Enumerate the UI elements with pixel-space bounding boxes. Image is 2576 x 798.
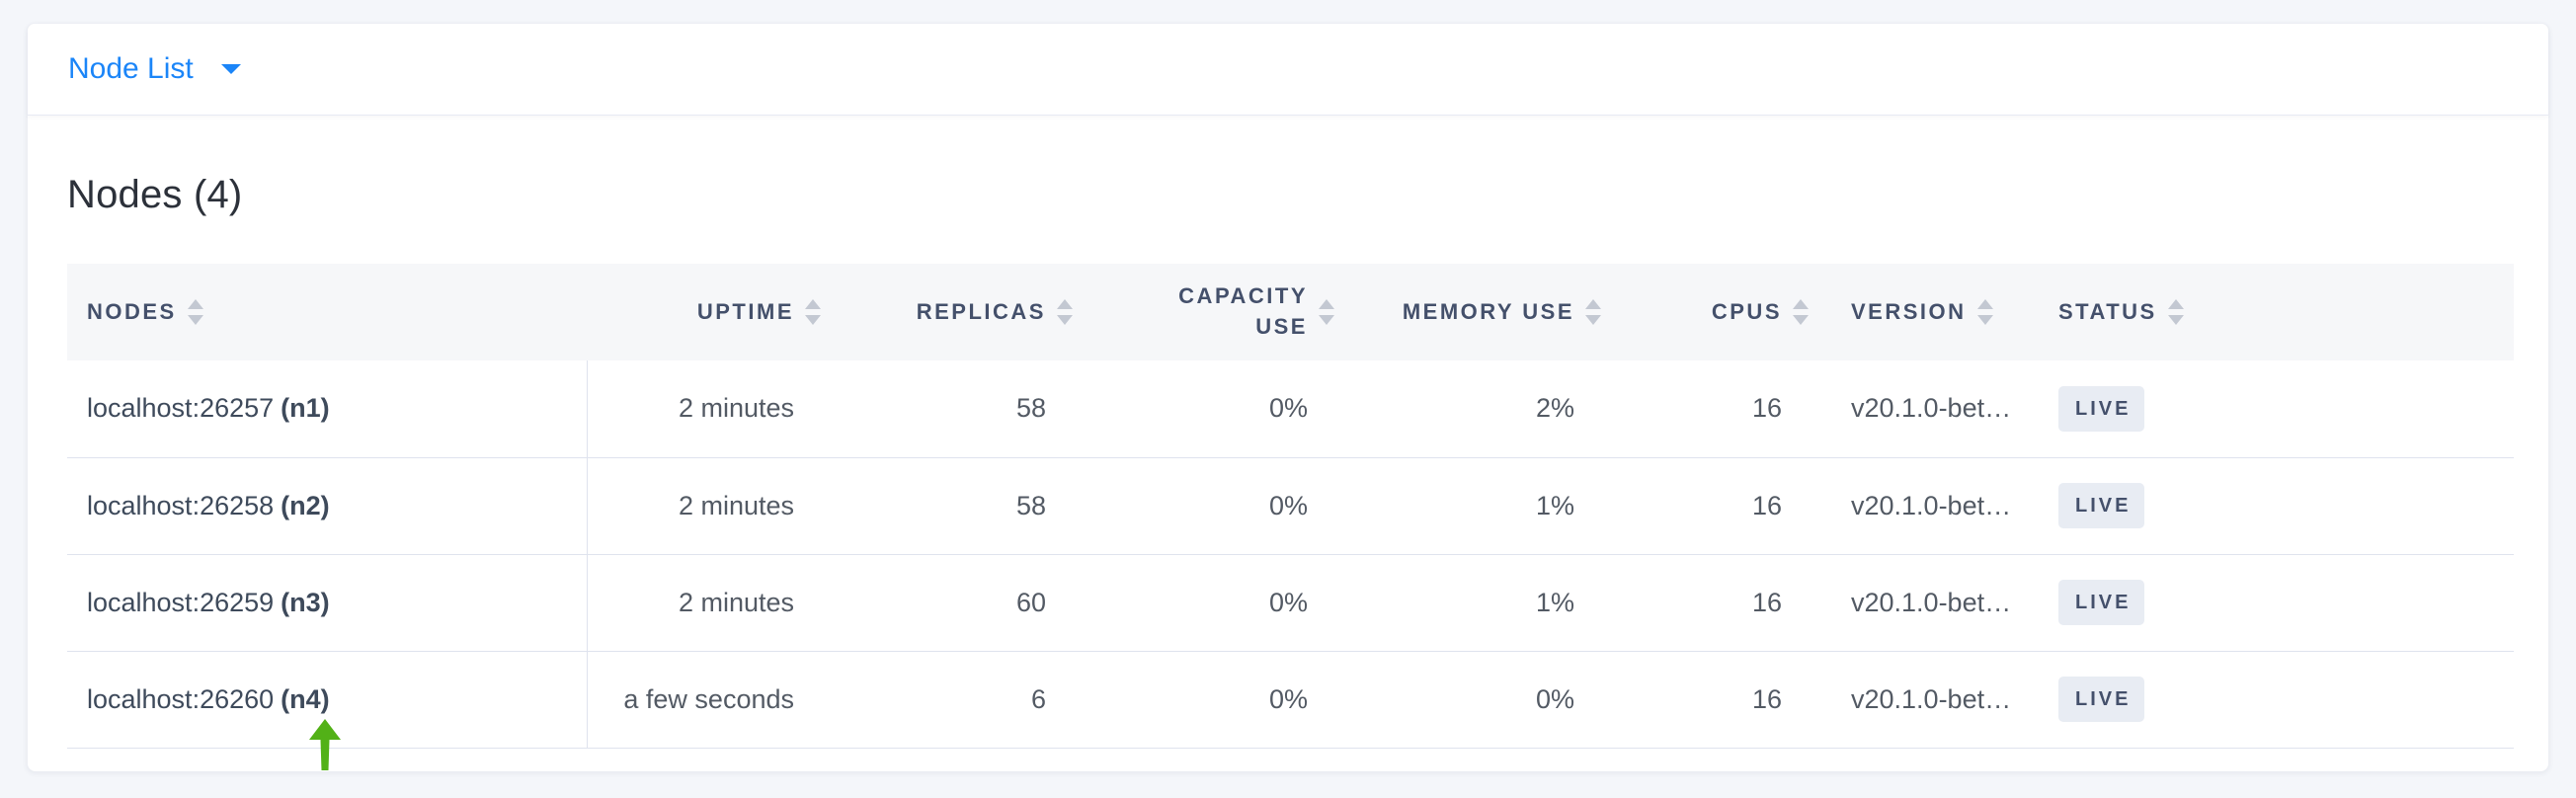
column-label: REPLICAS <box>916 298 1046 324</box>
sort-icon <box>1976 298 1993 325</box>
sort-icon <box>805 298 821 325</box>
cell-version: v20.1.0-bet… <box>1831 457 2039 555</box>
annotation-up-arrow-icon <box>309 718 341 770</box>
node-id: (n4) <box>281 683 330 714</box>
sort-icon <box>187 298 203 325</box>
node-list-card: Node List Nodes (4) NODES UPTIME <box>27 23 2549 771</box>
column-header-replicas[interactable]: REPLICAS <box>844 264 1095 360</box>
cell-status: LIVE <box>2039 360 2514 458</box>
nodes-panel: Nodes (4) NODES UPTIME REPLICAS <box>28 116 2548 771</box>
cell-replicas: 60 <box>844 554 1095 652</box>
table-row: localhost:26260 (n4) a few seconds 6 0% 0… <box>67 651 2514 770</box>
status-badge: LIVE <box>2058 677 2145 722</box>
cell-uptime: a few seconds <box>587 651 844 749</box>
node-address: localhost:26260 <box>87 683 275 714</box>
sort-icon <box>1319 299 1334 325</box>
cell-uptime: 2 minutes <box>587 554 844 652</box>
cell-node-address: localhost:26257 (n1) <box>67 360 588 458</box>
column-label: CAPACITY USE <box>1178 283 1308 339</box>
cell-memory-use: 1% <box>1357 457 1624 555</box>
status-badge: LIVE <box>2058 483 2145 528</box>
cell-status: LIVE <box>2039 457 2514 555</box>
status-badge: LIVE <box>2058 385 2145 432</box>
cell-replicas: 58 <box>844 360 1095 458</box>
column-header-status[interactable]: STATUS <box>2039 264 2514 360</box>
sort-icon <box>1585 298 1601 325</box>
cell-version: v20.1.0-bet… <box>1831 651 2039 749</box>
column-label: MEMORY USE <box>1402 298 1574 324</box>
column-header-cpus[interactable]: CPUS <box>1624 264 1831 360</box>
node-address: localhost:26258 <box>87 490 275 520</box>
cell-node-address: localhost:26258 (n2) <box>67 457 588 555</box>
sort-icon <box>2167 298 2184 325</box>
caret-down-icon <box>220 64 241 74</box>
cell-status: LIVE <box>2039 554 2514 652</box>
node-id: (n1) <box>281 393 330 424</box>
column-label: STATUS <box>2058 298 2157 324</box>
cell-cpus: 16 <box>1624 457 1831 555</box>
cell-capacity-use: 0% <box>1095 651 1357 749</box>
status-badge: LIVE <box>2058 580 2145 625</box>
nodes-table: NODES UPTIME REPLICAS CAPACITY USE MEMOR… <box>67 264 2514 770</box>
cell-cpus: 16 <box>1624 360 1831 458</box>
cell-cpus: 16 <box>1624 554 1831 652</box>
table-row: localhost:26258 (n2) 2 minutes 58 0% 1% 1… <box>67 457 2514 555</box>
column-label: CPUS <box>1711 298 1782 324</box>
column-header-memory-use[interactable]: MEMORY USE <box>1357 264 1624 360</box>
column-header-capacity-use[interactable]: CAPACITY USE <box>1095 264 1357 360</box>
cell-replicas: 58 <box>844 457 1095 555</box>
column-header-uptime[interactable]: UPTIME <box>587 264 844 360</box>
column-header-nodes[interactable]: NODES <box>67 264 587 360</box>
node-address: localhost:26257 <box>87 393 275 424</box>
cell-uptime: 2 minutes <box>587 457 844 555</box>
cell-memory-use: 1% <box>1357 554 1624 652</box>
node-id: (n3) <box>281 587 330 617</box>
column-label: NODES <box>87 298 177 324</box>
cell-memory-use: 2% <box>1357 360 1624 458</box>
cell-version: v20.1.0-bet… <box>1831 554 2039 652</box>
cell-cpus: 16 <box>1624 651 1831 749</box>
node-address: localhost:26259 <box>87 587 275 617</box>
cell-status: LIVE <box>2039 651 2514 749</box>
table-header-row: NODES UPTIME REPLICAS CAPACITY USE MEMOR… <box>67 264 2514 360</box>
table-row: localhost:26259 (n3) 2 minutes 60 0% 1% 1… <box>67 554 2514 652</box>
cell-version: v20.1.0-bet… <box>1831 360 2039 458</box>
cell-capacity-use: 0% <box>1095 360 1357 458</box>
table-row: localhost:26257 (n1) 2 minutes 58 0% 2% 1… <box>67 360 2514 458</box>
page-header-bar: Node List <box>28 24 2548 116</box>
node-id: (n2) <box>281 490 330 520</box>
column-label: VERSION <box>1851 298 1967 324</box>
cell-uptime: 2 minutes <box>587 360 844 458</box>
sort-icon <box>1057 298 1073 325</box>
page-title: Nodes (4) <box>67 173 243 216</box>
node-list-dropdown[interactable]: Node List <box>68 54 242 84</box>
cell-node-address: localhost:26260 (n4) <box>67 651 588 770</box>
cell-capacity-use: 0% <box>1095 554 1357 652</box>
cell-memory-use: 0% <box>1357 651 1624 749</box>
cell-replicas: 6 <box>844 651 1095 749</box>
column-label: UPTIME <box>696 298 794 324</box>
node-list-dropdown-label: Node List <box>68 52 194 85</box>
cell-capacity-use: 0% <box>1095 457 1357 555</box>
sort-icon <box>1793 298 1809 325</box>
column-header-version[interactable]: VERSION <box>1831 264 2039 360</box>
cell-node-address: localhost:26259 (n3) <box>67 554 588 652</box>
